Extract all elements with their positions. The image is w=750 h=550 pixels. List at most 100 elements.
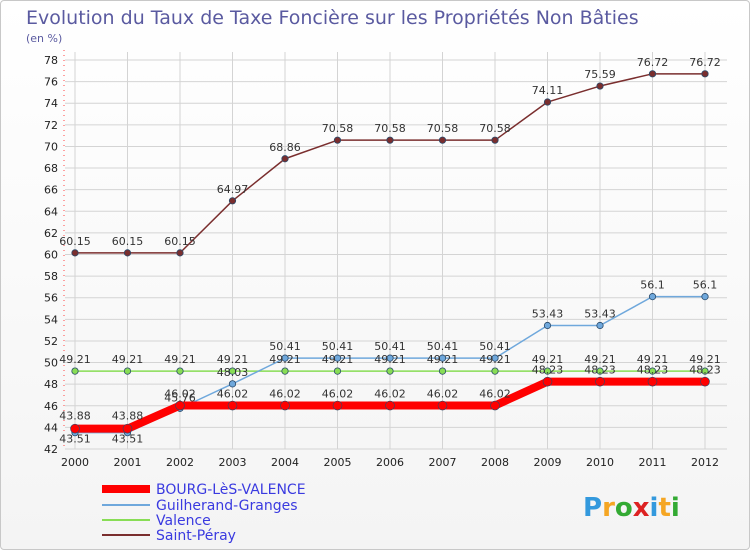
data-label: 48.23	[532, 364, 564, 377]
x-tick-label: 2004	[271, 456, 299, 469]
series-layer	[70, 70, 710, 437]
legend-label: Valence	[156, 513, 211, 529]
data-point	[596, 321, 604, 330]
data-point	[333, 367, 342, 375]
data-label: 70.58	[427, 122, 459, 135]
y-tick-label: 42	[44, 443, 58, 456]
data-label: 56.1	[640, 279, 665, 292]
data-label: 50.41	[269, 340, 301, 353]
data-label: 56.1	[693, 279, 718, 292]
data-label: 60.15	[112, 235, 144, 248]
x-tick-label: 2008	[481, 456, 509, 469]
data-point	[228, 380, 237, 388]
data-point	[543, 321, 552, 330]
data-labels: 43.88 43.88 46.02 46.02 46.02 46.02 46.02 46.02…	[59, 56, 721, 446]
data-label: 49.21	[479, 353, 511, 366]
data-label: 46.02	[322, 388, 354, 401]
logo-letter: o	[615, 493, 633, 523]
data-point	[701, 293, 709, 301]
data-point	[71, 367, 79, 375]
x-tick-label: 2010	[586, 456, 614, 469]
data-point	[490, 400, 500, 411]
data-label: 49.21	[584, 353, 616, 366]
data-point	[648, 293, 657, 301]
x-tick-label: 2001	[114, 456, 142, 469]
data-point	[123, 249, 132, 257]
data-label: 49.21	[374, 353, 406, 366]
data-label: 46.02	[479, 388, 511, 401]
data-label: 50.41	[374, 340, 406, 353]
legend-label: Guilherand-Granges	[156, 498, 298, 514]
data-label: 49.21	[322, 353, 354, 366]
data-point	[281, 354, 289, 362]
data-label: 70.58	[322, 122, 354, 135]
x-tick-label: 2009	[534, 456, 562, 469]
data-point	[648, 70, 657, 78]
data-label: 53.43	[584, 307, 616, 320]
data-point	[332, 400, 343, 411]
y-tick-label: 74	[44, 97, 58, 110]
x-tick-label: 2002	[166, 456, 194, 469]
data-label: 70.58	[374, 122, 406, 135]
data-point	[281, 367, 289, 375]
data-point	[437, 400, 448, 411]
data-point	[491, 354, 499, 362]
y-tick-label: 44	[44, 421, 58, 434]
data-label: 46.02	[374, 388, 406, 401]
data-label: 49.21	[59, 353, 91, 366]
data-point	[385, 400, 395, 411]
data-label: 49.21	[217, 353, 249, 366]
data-label: 48.23	[584, 364, 616, 377]
data-point	[542, 376, 553, 387]
data-label: 50.41	[427, 340, 459, 353]
data-label: 49.21	[637, 353, 669, 366]
data-label: 46.02	[164, 388, 196, 401]
data-label: 50.41	[322, 340, 354, 353]
y-tick-label: 76	[44, 76, 58, 89]
data-point	[595, 376, 605, 387]
data-point	[228, 367, 237, 375]
data-label: 49.21	[164, 353, 196, 366]
data-label: 60.15	[164, 235, 196, 248]
data-label: 53.43	[532, 307, 564, 320]
logo-letter: i	[650, 493, 659, 523]
data-point	[227, 400, 238, 411]
logo-letter: P	[583, 493, 602, 523]
data-label: 75.59	[584, 68, 616, 81]
data-label: 46.02	[217, 388, 249, 401]
y-tick-label: 54	[44, 313, 58, 326]
legend: BOURG-LèS-VALENCEGuilherand-GrangesValen…	[102, 482, 306, 544]
data-label: 49.21	[112, 353, 144, 366]
data-point	[438, 136, 447, 144]
y-tick-label: 56	[44, 292, 58, 305]
data-label: 48.03	[217, 366, 249, 379]
y-tick-label: 48	[44, 378, 58, 391]
data-label: 49.21	[532, 353, 564, 366]
data-point	[122, 423, 133, 434]
data-label: 70.58	[479, 122, 511, 135]
data-point	[700, 376, 710, 387]
logo-letter: i	[671, 493, 680, 523]
x-tick-label: 2006	[376, 456, 404, 469]
data-point	[333, 136, 342, 144]
x-tick-label: 2007	[429, 456, 457, 469]
data-label: 49.21	[269, 353, 301, 366]
data-label: 46.02	[269, 388, 301, 401]
data-point	[123, 367, 132, 375]
data-label: 68.86	[269, 141, 301, 154]
y-tick-label: 68	[44, 162, 58, 175]
data-point	[386, 136, 394, 144]
data-point	[386, 354, 394, 362]
logo-letter: t	[658, 493, 670, 523]
data-label: 43.51	[112, 433, 144, 446]
logo-letter: x	[633, 493, 650, 523]
data-point	[648, 367, 657, 375]
data-label: 48.23	[689, 364, 721, 377]
data-point	[333, 354, 342, 362]
data-point	[701, 70, 709, 78]
data-label: 60.15	[59, 235, 91, 248]
data-point	[701, 367, 709, 375]
grid	[65, 52, 727, 450]
